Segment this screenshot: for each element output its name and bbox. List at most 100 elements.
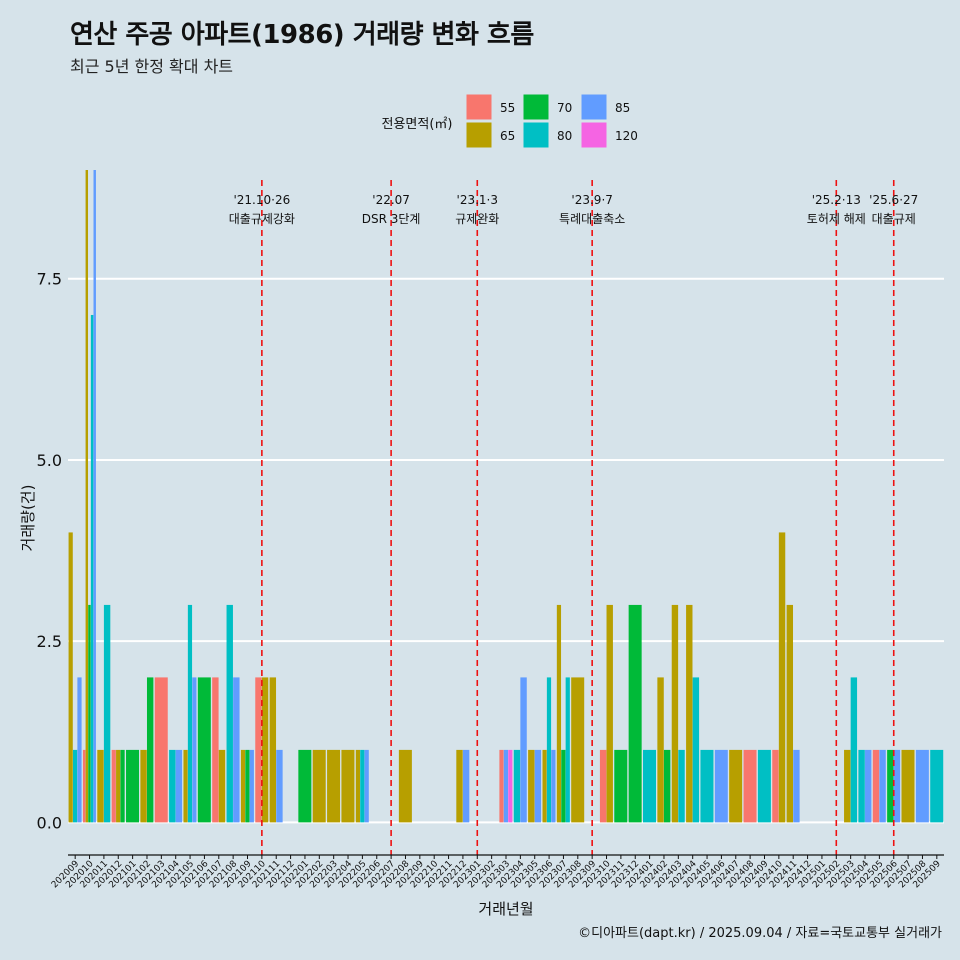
bar-202406-85 [714, 749, 728, 823]
bar-202307-65 [556, 604, 562, 823]
bar-202109-85 [249, 749, 254, 823]
bar-202403-80 [678, 749, 685, 823]
bar-202010-85 [93, 170, 96, 823]
bar-202010-70 [88, 604, 91, 823]
bar-202208-65 [398, 749, 412, 823]
event-label: 대출규제 [872, 212, 916, 226]
bar-202102-65 [140, 749, 147, 823]
event-label: 대출규제강화 [229, 212, 295, 226]
bar-202102-70 [146, 677, 154, 823]
legend-label-55: 55 [500, 101, 515, 115]
y-tick-label: 2.5 [37, 632, 62, 651]
event-label: DSR 3단계 [362, 212, 421, 226]
bar-202411-65 [786, 604, 794, 823]
bar-202205-65 [355, 749, 360, 823]
bar-202306-85 [551, 749, 556, 823]
bar-202012-65 [116, 749, 121, 823]
bar-202101-70 [126, 749, 140, 823]
bar-202304-85 [520, 677, 527, 823]
bar-202303-120 [508, 749, 513, 823]
bar-202410-55 [772, 749, 779, 823]
bar-202107-55 [212, 677, 219, 823]
bar-202503-80 [850, 677, 858, 823]
legend-label-70: 70 [557, 101, 572, 115]
bar-202305-85 [534, 749, 542, 823]
event-date: '25.2·13 [812, 193, 861, 207]
bar-202109-70 [245, 749, 250, 823]
bar-202403-65 [671, 604, 679, 823]
bar-202306-65 [542, 749, 547, 823]
bar-202009-65 [68, 532, 73, 823]
bar-202409-80 [757, 749, 771, 823]
bar-202012-55 [111, 749, 116, 823]
legend-label-80: 80 [557, 129, 572, 143]
bar-202009-85 [77, 677, 82, 823]
bar-202111-85 [276, 749, 283, 823]
bar-202204-65 [341, 749, 355, 823]
chart-subtitle: 최근 5년 한정 확대 차트 [70, 57, 234, 76]
source-caption: ©디아파트(dapt.kr) / 2025.09.04 / 자료=국토교통부 실… [578, 926, 942, 941]
bar-202010-65 [85, 170, 89, 823]
bar-202010-80 [90, 314, 94, 823]
legend-key-65 [465, 121, 493, 149]
bar-202009-80 [72, 749, 78, 823]
legend-key-120 [580, 121, 608, 149]
event-date: '21.10·26 [233, 193, 290, 207]
bar-202303-55 [499, 749, 504, 823]
bar-202203-65 [327, 749, 341, 823]
bar-202508-85 [915, 749, 929, 823]
y-axis-label: 거래량(건) [19, 485, 37, 552]
event-date: '23.9·7 [571, 193, 612, 207]
bar-202504-80 [858, 749, 865, 823]
event-label: 특례대출축소 [559, 212, 625, 226]
bar-202404-65 [686, 604, 693, 823]
bar-202212-65 [456, 749, 463, 823]
bar-202104-80 [169, 749, 176, 823]
bar-202011-80 [103, 604, 111, 823]
event-date: '23.1·3 [457, 193, 498, 207]
bar-202310-65 [606, 604, 613, 823]
bar-202308-65 [571, 677, 585, 823]
bar-202506-85 [893, 749, 901, 823]
bar-202205-80 [360, 749, 365, 823]
bar-202305-65 [528, 749, 535, 823]
bar-202311-70 [614, 749, 628, 823]
y-tick-label: 0.0 [37, 813, 62, 832]
bar-202507-65 [901, 749, 915, 823]
bar-202111-65 [269, 677, 277, 823]
bar-202307-70 [561, 749, 566, 823]
bar-202110-55 [255, 677, 262, 823]
y-tick-label: 7.5 [37, 270, 62, 289]
bar-202304-80 [513, 749, 521, 823]
bar-202010-55 [82, 749, 86, 823]
bar-202509-80 [930, 749, 944, 823]
legend-key-70 [522, 93, 550, 121]
bar-202105-80 [187, 604, 193, 823]
bar-202202-65 [312, 749, 326, 823]
bar-202402-70 [663, 749, 671, 823]
y-tick-label: 5.0 [37, 451, 62, 470]
bar-202212-85 [462, 749, 470, 823]
bar-202404-80 [692, 677, 700, 823]
bar-202411-85 [793, 749, 800, 823]
bar-202410-65 [778, 532, 786, 823]
chart-title: 연산 주공 아파트(1986) 거래량 변화 흐름 [70, 20, 534, 50]
event-label: 규제완화 [455, 212, 499, 226]
bar-202306-80 [546, 677, 552, 823]
bar-202407-65 [729, 749, 743, 823]
bar-202402-65 [657, 677, 664, 823]
legend-key-85 [580, 93, 608, 121]
bar-202103-55 [154, 677, 168, 823]
bar-202310-55 [599, 749, 607, 823]
bar-202505-55 [872, 749, 880, 823]
bar-202105-85 [192, 677, 197, 823]
event-date: '22.07 [372, 193, 410, 207]
event-lines: '21.10·26 대출규제강화 '22.07 DSR 3단계 '23.1·3 규제완화 '… [229, 180, 918, 855]
legend-key-80 [522, 121, 550, 149]
bar-202108-80 [226, 604, 233, 823]
legend-label-85: 85 [615, 101, 630, 115]
bar-202106-70 [197, 677, 211, 823]
bar-202307-80 [565, 677, 570, 823]
bar-202107-65 [218, 749, 226, 823]
